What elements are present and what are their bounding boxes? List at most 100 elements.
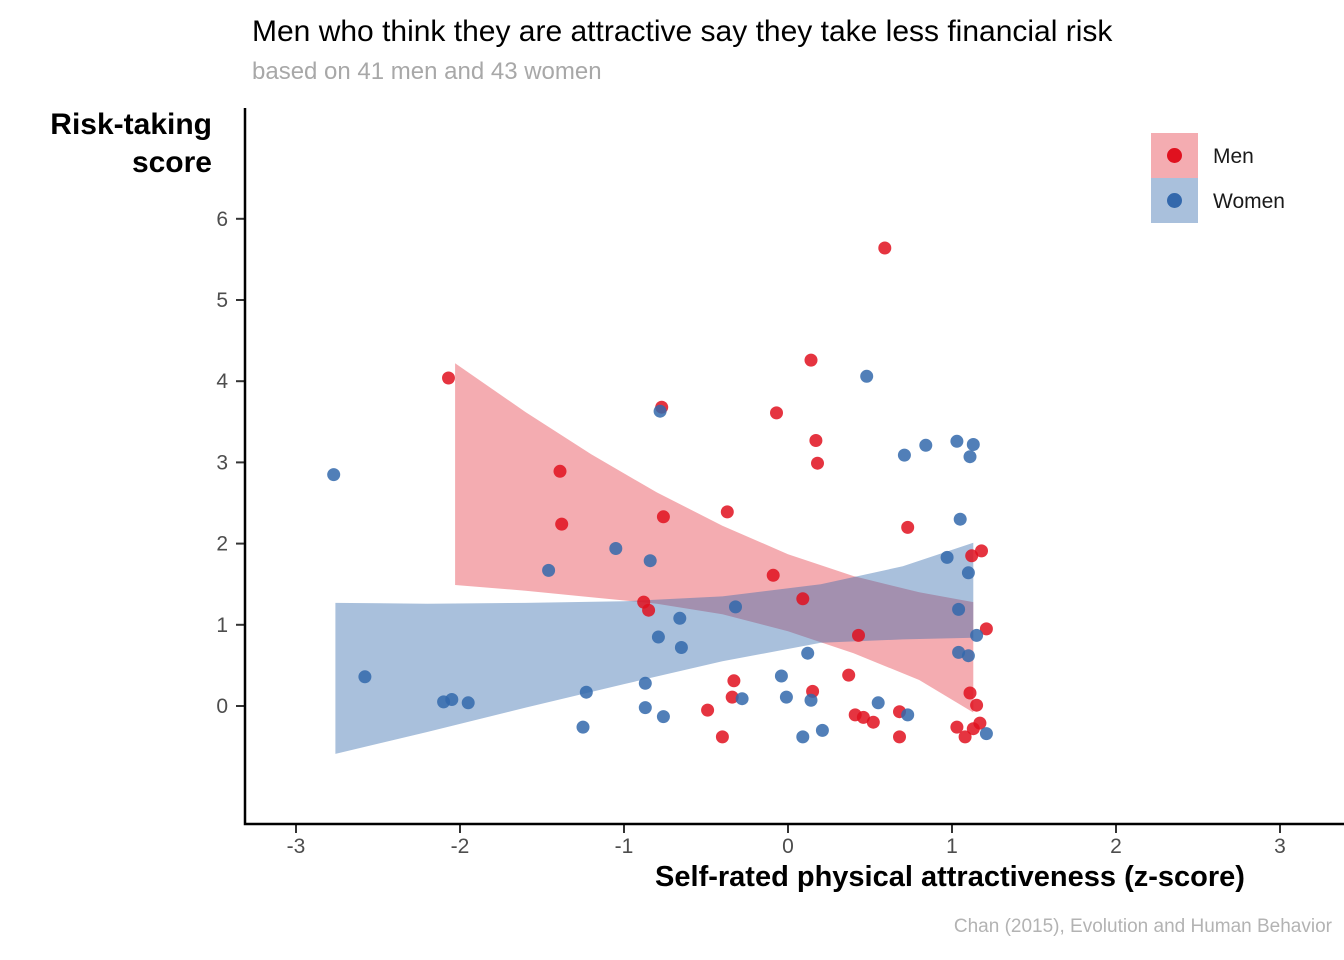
data-point-women	[729, 600, 742, 614]
data-point-women	[952, 645, 966, 659]
y-tick-label: 0	[216, 695, 228, 718]
data-point-women	[796, 730, 810, 744]
data-point-women	[358, 670, 372, 684]
data-point-women	[774, 669, 788, 683]
data-point-men	[796, 592, 810, 606]
x-axis-title: Self-rated physical attractiveness (z-sc…	[655, 861, 1245, 893]
data-point-men	[809, 434, 823, 447]
data-point-women	[970, 628, 984, 642]
x-tick-label: 2	[1110, 835, 1122, 858]
y-tick-label: 3	[216, 451, 228, 474]
legend-key-women-point	[1167, 193, 1182, 208]
data-point-women	[963, 450, 977, 464]
data-point-women	[651, 630, 665, 644]
chart-caption: Chan (2015), Evolution and Human Behavio…	[954, 916, 1333, 937]
legend-entry-women: Women	[1151, 178, 1285, 223]
chart-title: Men who think they are attractive say th…	[252, 15, 1113, 48]
data-point-women	[779, 690, 793, 704]
data-point-women	[638, 701, 652, 715]
data-point-women	[979, 727, 993, 741]
data-point-women	[919, 438, 933, 452]
data-point-men	[766, 568, 780, 582]
data-point-men	[901, 520, 915, 534]
x-tick-label: 1	[946, 835, 958, 858]
data-point-men	[720, 505, 734, 519]
data-point-women	[804, 693, 818, 707]
data-point-women	[673, 611, 687, 625]
women-ribbon	[335, 542, 974, 754]
data-point-men	[811, 456, 824, 470]
data-point-men	[958, 730, 972, 744]
data-point-men	[804, 353, 818, 367]
legend-label-women: Women	[1213, 190, 1285, 213]
data-point-women	[576, 720, 590, 734]
data-point-men	[656, 510, 670, 524]
chart-subtitle: based on 41 men and 43 women	[252, 58, 602, 85]
data-point-women	[735, 692, 749, 706]
data-point-women	[609, 542, 623, 555]
y-tick-label: 4	[216, 370, 228, 393]
y-tick-label: 6	[216, 208, 228, 231]
data-point-women	[961, 566, 975, 580]
data-point-women	[966, 438, 980, 451]
legend-entry-men: Men	[1151, 133, 1254, 178]
legend: Men Women	[1151, 133, 1285, 223]
legend-label-men: Men	[1213, 145, 1254, 168]
plot-area: -3 -2 -1 0 1 2 3 0 1 2 3 4 5 6	[216, 208, 1286, 858]
data-point-men	[642, 603, 656, 617]
data-point-men	[442, 371, 455, 385]
data-point-women	[445, 693, 459, 706]
data-point-men	[893, 730, 906, 744]
x-tick-label: 3	[1274, 835, 1286, 858]
data-point-men	[555, 517, 569, 531]
data-point-men	[856, 710, 870, 724]
data-point-men	[866, 715, 880, 729]
x-tick-label: -1	[615, 835, 634, 858]
data-point-women	[871, 696, 885, 710]
data-point-men	[878, 241, 892, 255]
data-point-men	[842, 668, 856, 682]
data-point-women	[952, 602, 966, 616]
y-tick-label: 2	[216, 533, 228, 556]
data-point-women	[860, 369, 874, 383]
data-point-women	[950, 434, 964, 448]
data-point-men	[701, 703, 715, 717]
data-point-men	[965, 549, 979, 563]
data-point-men	[963, 686, 977, 700]
x-tick-label: -3	[287, 835, 306, 858]
y-axis-title-line2: score	[132, 146, 212, 179]
data-point-women	[674, 641, 688, 654]
data-point-women	[961, 649, 975, 663]
data-point-women	[801, 646, 815, 660]
data-point-men	[553, 464, 567, 478]
axis-lines	[243, 108, 1344, 826]
data-point-men	[970, 698, 984, 712]
data-point-women	[638, 676, 652, 690]
x-tick-label: 0	[782, 835, 794, 858]
data-point-men	[973, 716, 987, 730]
data-point-women	[940, 550, 954, 564]
data-point-men	[725, 690, 739, 704]
y-tick-label: 5	[216, 289, 228, 312]
data-point-men	[770, 406, 783, 420]
data-point-women	[542, 563, 556, 577]
data-point-women	[953, 512, 967, 526]
data-point-men	[852, 628, 865, 642]
men-ribbon	[455, 363, 974, 713]
data-point-women	[815, 723, 829, 737]
y-axis-title-line1: Risk-taking	[50, 108, 212, 141]
data-point-women	[656, 710, 670, 724]
data-point-women	[901, 708, 915, 722]
y-tick-label: 1	[216, 614, 228, 637]
data-point-women	[897, 448, 911, 462]
x-tick-label: -2	[451, 835, 470, 858]
data-point-women	[579, 685, 593, 699]
data-point-men	[950, 720, 964, 734]
data-point-men	[727, 674, 741, 688]
data-point-women	[643, 554, 657, 568]
data-point-men	[975, 544, 988, 558]
legend-key-men-point	[1167, 148, 1182, 163]
data-point-women	[653, 404, 667, 418]
